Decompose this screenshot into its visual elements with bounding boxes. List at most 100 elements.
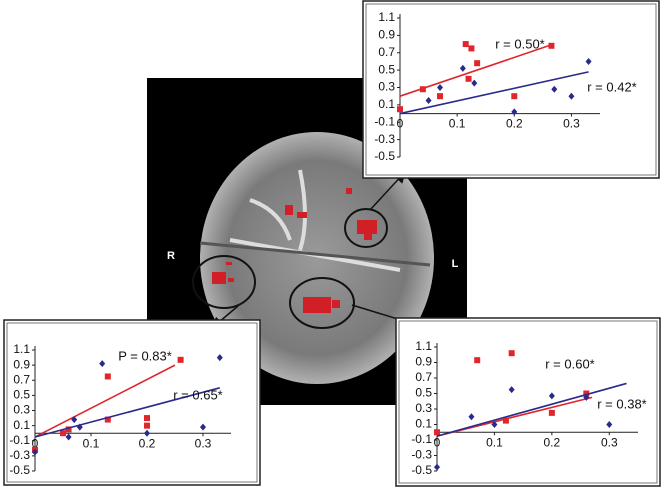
y-tick-label: 0.5 — [13, 388, 30, 402]
data-point — [508, 386, 515, 394]
data-point — [583, 393, 590, 401]
y-tick-label: -0.5 — [411, 463, 432, 477]
data-point — [65, 433, 72, 441]
data-point — [397, 106, 403, 113]
data-point — [468, 45, 475, 52]
x-tick-label: 0.3 — [601, 435, 618, 449]
correlation-label: r = 0.65* — [173, 387, 223, 402]
data-point — [437, 84, 443, 91]
data-point — [60, 430, 66, 437]
panel-frame — [3, 319, 261, 486]
y-tick-label: 0.3 — [378, 80, 395, 94]
data-point — [548, 409, 555, 416]
data-point — [104, 416, 111, 423]
data-point — [216, 354, 223, 362]
correlation-label: r = 0.50* — [495, 36, 545, 51]
x-tick-label: 0.1 — [486, 435, 503, 449]
data-point — [491, 421, 498, 428]
y-tick-label: 0.5 — [378, 62, 395, 76]
data-point — [459, 64, 466, 72]
data-point — [144, 422, 150, 429]
y-tick-label: 0.5 — [415, 386, 432, 400]
data-point — [99, 360, 106, 368]
panel-frame — [395, 317, 661, 487]
y-tick-label: 1.1 — [13, 342, 30, 356]
correlation-label: P = 0.83* — [118, 348, 172, 363]
data-point — [568, 92, 575, 100]
data-point — [585, 57, 592, 65]
fit-line — [436, 382, 627, 437]
data-point — [474, 60, 481, 67]
x-tick-label: 0.2 — [139, 436, 156, 450]
y-tick-label: 0.1 — [13, 418, 30, 432]
scatter-panel: -0.5-0.3-0.10.10.30.50.70.91.10 0.1 0.2 0.3… — [3, 319, 261, 486]
data-point — [468, 413, 475, 421]
data-point — [71, 416, 78, 424]
y-tick-label: 1.1 — [378, 10, 395, 24]
y-tick-label: -0.3 — [374, 132, 395, 146]
y-tick-label: 0.1 — [415, 417, 432, 431]
correlation-label: r = 0.42* — [587, 79, 637, 94]
data-point — [419, 86, 426, 93]
y-tick-label: 0.3 — [13, 403, 30, 417]
data-point — [548, 42, 555, 49]
data-point — [32, 448, 38, 456]
fit-line — [34, 387, 221, 438]
y-tick-label: 0.7 — [415, 370, 432, 384]
panel-inner-frame — [6, 322, 258, 483]
data-point — [437, 93, 443, 100]
data-point — [471, 79, 478, 87]
data-point — [200, 423, 206, 431]
data-point — [502, 417, 509, 424]
scatter-panel: -0.5-0.3-0.10.10.30.50.70.91.10 0.1 0.2 0.3… — [395, 317, 661, 487]
x-tick-label: 0 — [397, 117, 404, 131]
y-tick-label: 0.9 — [415, 355, 432, 369]
data-point — [511, 108, 518, 116]
data-point — [76, 423, 83, 431]
y-tick-label: -0.3 — [411, 448, 432, 462]
x-tick-label: 0.1 — [83, 436, 100, 450]
y-tick-label: 0.9 — [13, 357, 30, 371]
panel-inner-frame — [365, 3, 657, 176]
y-tick-label: 1.1 — [415, 339, 432, 353]
data-point — [508, 350, 515, 357]
data-point — [551, 85, 558, 93]
y-tick-label: 0.9 — [378, 28, 395, 42]
data-point — [104, 373, 111, 380]
y-tick-label: -0.5 — [9, 463, 30, 477]
x-tick-label: 0.1 — [449, 117, 466, 131]
x-tick-label: 0 — [434, 435, 441, 449]
y-tick-label: -0.1 — [411, 432, 432, 446]
data-point — [434, 429, 440, 436]
data-point — [474, 357, 481, 364]
panel-inner-frame — [398, 320, 658, 484]
data-point — [511, 93, 518, 100]
data-point — [177, 356, 184, 363]
fit-line — [34, 364, 176, 438]
y-tick-label: -0.5 — [374, 149, 395, 163]
correlation-label: r = 0.38* — [597, 396, 647, 411]
data-point — [434, 463, 440, 471]
y-tick-label: 0.3 — [415, 401, 432, 415]
y-tick-label: 0.7 — [13, 372, 30, 386]
hemisphere-label: L — [452, 258, 459, 270]
data-point — [583, 390, 590, 397]
x-tick-label: 0.3 — [195, 436, 212, 450]
data-point — [548, 392, 555, 400]
x-tick-label: 0.3 — [563, 117, 580, 131]
x-tick-label: 0.2 — [506, 117, 523, 131]
y-tick-label: -0.1 — [9, 433, 30, 447]
scatter-panel: -0.5-0.3-0.10.10.30.50.70.91.10 0.1 0.2 0.3… — [362, 0, 660, 179]
hemisphere-label: R — [167, 250, 175, 262]
fit-line — [399, 71, 589, 115]
x-tick-label: 0 — [32, 436, 39, 450]
correlation-label: r = 0.60* — [545, 356, 595, 371]
data-point — [606, 421, 613, 428]
y-tick-label: -0.3 — [9, 448, 30, 462]
x-tick-label: 0.2 — [544, 435, 561, 449]
data-point — [425, 97, 432, 105]
y-tick-label: 0.1 — [378, 97, 395, 111]
y-tick-label: -0.1 — [374, 114, 395, 128]
